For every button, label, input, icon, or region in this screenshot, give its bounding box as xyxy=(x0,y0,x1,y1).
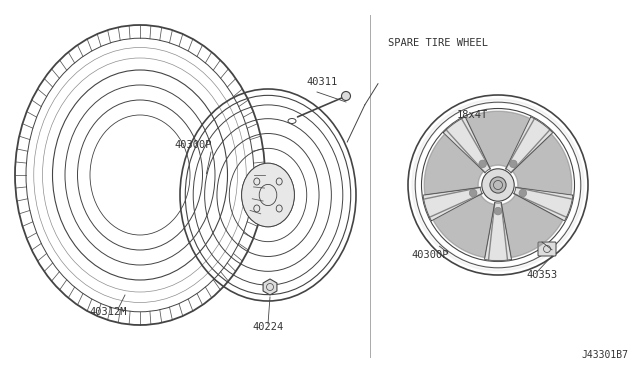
Polygon shape xyxy=(502,195,563,257)
Circle shape xyxy=(342,92,351,100)
Polygon shape xyxy=(484,203,511,261)
Polygon shape xyxy=(444,117,490,173)
Text: 40300P: 40300P xyxy=(174,140,212,150)
Circle shape xyxy=(490,177,506,193)
Circle shape xyxy=(509,160,517,168)
Polygon shape xyxy=(506,117,553,173)
Text: 40300P: 40300P xyxy=(412,250,449,260)
Polygon shape xyxy=(423,187,482,221)
FancyBboxPatch shape xyxy=(538,242,556,256)
Polygon shape xyxy=(514,187,573,221)
Ellipse shape xyxy=(242,163,294,227)
Polygon shape xyxy=(433,195,495,257)
Circle shape xyxy=(469,189,477,197)
Text: 18x4T: 18x4T xyxy=(456,110,488,120)
Polygon shape xyxy=(466,111,530,167)
Text: SPARE TIRE WHEEL: SPARE TIRE WHEEL xyxy=(388,38,488,48)
Circle shape xyxy=(482,169,514,201)
Text: J43301B7: J43301B7 xyxy=(581,350,628,360)
Text: 40224: 40224 xyxy=(252,322,284,332)
Text: 40312M: 40312M xyxy=(89,307,127,317)
Circle shape xyxy=(519,189,527,197)
Polygon shape xyxy=(512,134,572,195)
Text: 40353: 40353 xyxy=(526,270,557,280)
Circle shape xyxy=(479,160,486,168)
Text: 40311: 40311 xyxy=(307,77,338,87)
Polygon shape xyxy=(424,134,484,195)
Circle shape xyxy=(494,207,502,215)
